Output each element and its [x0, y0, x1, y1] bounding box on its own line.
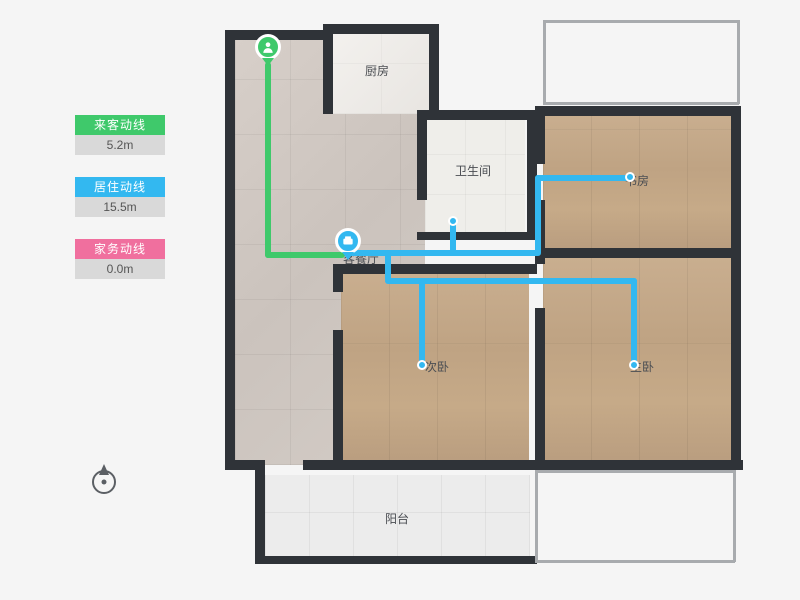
route-node	[629, 360, 639, 370]
legend-label: 家务动线	[75, 239, 165, 259]
wall	[535, 308, 545, 468]
floorplan-canvas: 来客动线 5.2m 居住动线 15.5m 家务动线 0.0m	[0, 0, 800, 600]
label-secondary: 次卧	[425, 358, 449, 375]
wall	[333, 264, 343, 292]
legend-value: 0.0m	[75, 259, 165, 279]
balcony-rail	[535, 470, 735, 473]
route-live	[631, 278, 637, 364]
pin-guest-tail	[262, 58, 274, 66]
balcony-rail	[543, 20, 546, 104]
floorplan: 厨房 卫生间 书房 客餐厅 次卧 主卧 阳台	[225, 20, 780, 575]
legend-value: 5.2m	[75, 135, 165, 155]
wall	[535, 106, 545, 164]
label-bathroom: 卫生间	[455, 162, 491, 179]
legend-label: 来客动线	[75, 115, 165, 135]
route-live	[347, 250, 541, 256]
route-live	[535, 175, 631, 181]
route-node	[448, 216, 458, 226]
wall	[535, 248, 741, 258]
wall	[535, 106, 739, 116]
balcony-rail	[535, 470, 538, 562]
route-node	[625, 172, 635, 182]
legend-item-live: 居住动线 15.5m	[75, 177, 165, 217]
legend-value: 15.5m	[75, 197, 165, 217]
balcony-rail	[737, 20, 740, 104]
wall	[417, 110, 427, 200]
route-guest	[265, 62, 271, 258]
label-kitchen: 厨房	[365, 62, 389, 79]
wall	[255, 460, 265, 564]
pin-live-tail	[342, 252, 354, 260]
wall	[417, 232, 537, 240]
wall	[333, 330, 343, 468]
wall	[731, 106, 741, 466]
label-balcony: 阳台	[385, 510, 409, 527]
legend-item-guest: 来客动线 5.2m	[75, 115, 165, 155]
legend-item-chore: 家务动线 0.0m	[75, 239, 165, 279]
wall	[255, 556, 537, 564]
wall	[303, 460, 743, 470]
wall	[429, 24, 439, 118]
wall	[323, 24, 333, 114]
compass-icon	[84, 460, 124, 505]
route-node	[417, 360, 427, 370]
pin-live-start	[335, 228, 361, 254]
route-live	[419, 278, 425, 364]
wall	[417, 110, 537, 120]
pin-guest-start	[255, 34, 281, 60]
balcony-rail	[543, 20, 739, 23]
wall	[323, 24, 439, 34]
wall	[225, 30, 235, 470]
balcony-rail	[535, 560, 735, 563]
legend-label: 居住动线	[75, 177, 165, 197]
route-guest	[265, 252, 345, 258]
balcony-rail	[733, 470, 736, 562]
legend: 来客动线 5.2m 居住动线 15.5m 家务动线 0.0m	[75, 115, 165, 301]
balcony-rail	[543, 102, 739, 105]
wall	[225, 30, 333, 40]
route-live	[385, 250, 391, 282]
route-live	[535, 175, 541, 255]
